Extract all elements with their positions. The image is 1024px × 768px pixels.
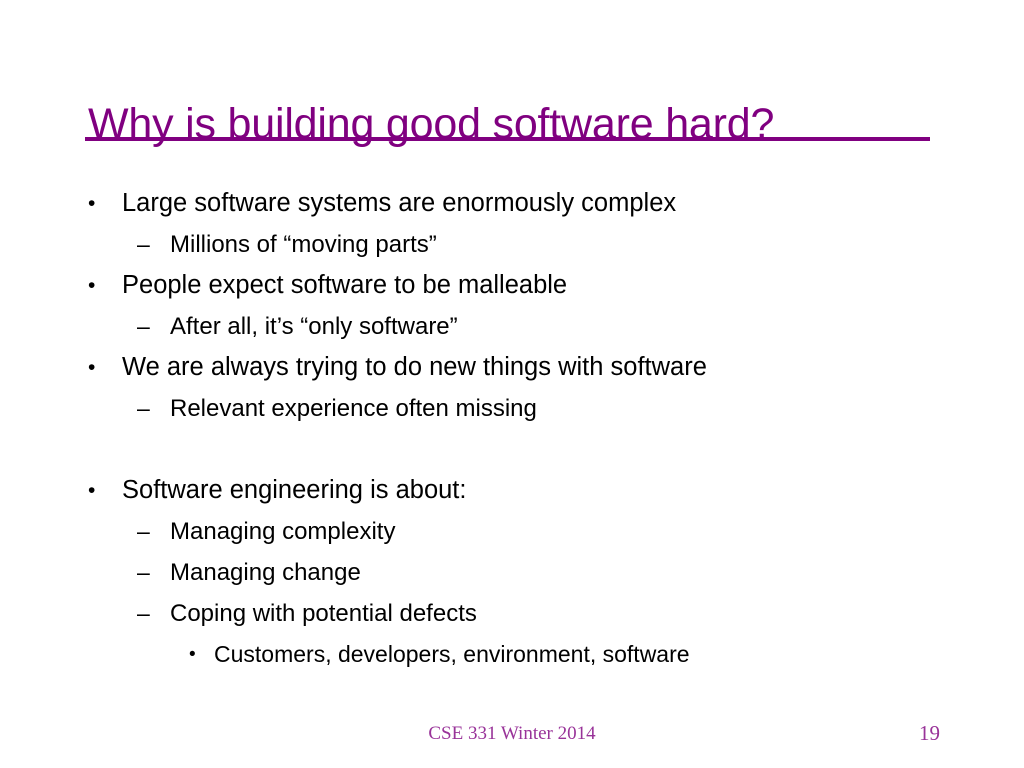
list-item: • We are always trying to do new things … <box>0 347 1024 388</box>
list-item: – Relevant experience often missing <box>0 388 1024 429</box>
page-title: Why is building good software hard? <box>88 99 775 148</box>
list-item-label: Software engineering is about: <box>122 476 467 504</box>
list-item-label: Managing change <box>170 559 361 586</box>
list-item-label: After all, it’s “only software” <box>170 313 458 340</box>
list-item: • Software engineering is about: <box>0 470 1024 511</box>
list-item: – Coping with potential defects <box>0 593 1024 634</box>
list-item: • People expect software to be malleable <box>0 265 1024 306</box>
list-item: • Customers, developers, environment, so… <box>0 634 1024 675</box>
footer-course-label: CSE 331 Winter 2014 <box>428 723 596 744</box>
title-underline-rule <box>85 137 930 141</box>
bullet-dot-icon: • <box>88 356 96 379</box>
bullet-dash-icon: – <box>137 313 150 339</box>
bullet-dash-icon: – <box>137 559 150 585</box>
bullet-list: • Large software systems are enormously … <box>0 183 1024 675</box>
list-item: – Millions of “moving parts” <box>0 224 1024 265</box>
bullet-dash-icon: – <box>137 518 150 544</box>
list-item-label: Customers, developers, environment, soft… <box>214 641 690 667</box>
bullet-dash-icon: – <box>137 395 150 421</box>
list-item-label: Managing complexity <box>170 518 396 545</box>
bullet-dot-icon: • <box>88 479 96 502</box>
bullet-dash-icon: – <box>137 600 150 626</box>
bullet-dot-icon: • <box>88 274 96 297</box>
footer-page-number: 19 <box>919 721 940 745</box>
list-item-label: We are always trying to do new things wi… <box>122 353 707 381</box>
bullet-dot-icon: • <box>189 644 196 665</box>
bullet-dot-icon: • <box>88 192 96 215</box>
list-item: – Managing complexity <box>0 511 1024 552</box>
list-item-label: Large software systems are enormously co… <box>122 189 677 217</box>
list-item: – Managing change <box>0 552 1024 593</box>
list-item-label: Coping with potential defects <box>170 600 477 627</box>
list-item-label: People expect software to be malleable <box>122 271 568 299</box>
blank-line-spacer <box>0 429 1024 470</box>
list-item: – After all, it’s “only software” <box>0 306 1024 347</box>
bullet-dash-icon: – <box>137 231 150 257</box>
list-item: • Large software systems are enormously … <box>0 183 1024 224</box>
list-item-label: Millions of “moving parts” <box>170 231 437 258</box>
list-item-label: Relevant experience often missing <box>170 395 537 422</box>
